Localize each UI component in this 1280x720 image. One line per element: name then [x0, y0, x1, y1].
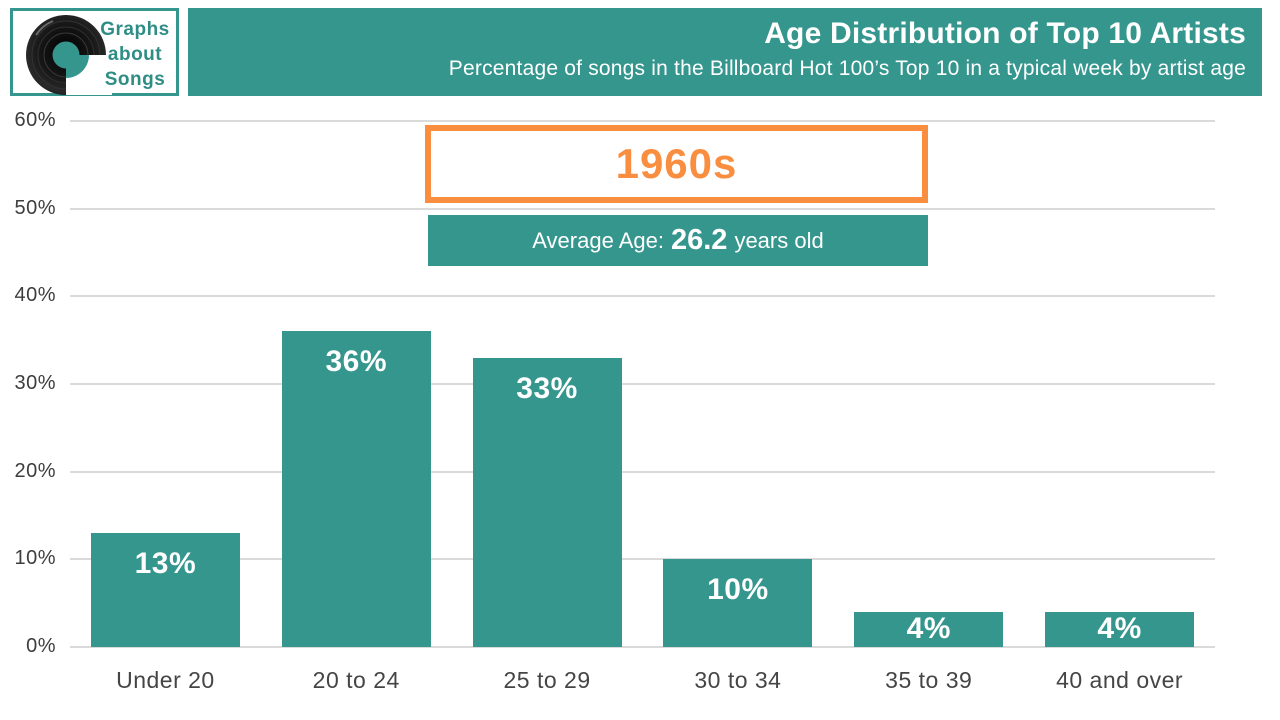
bar-value-label: 33%: [516, 371, 578, 405]
vinyl-record-icon: [26, 15, 112, 95]
x-tick-label: 20 to 24: [312, 667, 400, 693]
decade-callout-box: 1960s: [425, 125, 928, 203]
bar: 33%: [472, 357, 622, 647]
bar-value-label: 13%: [134, 547, 197, 581]
logo-box: Graphs about Songs: [10, 8, 179, 96]
average-age-prefix: Average Age:: [532, 227, 664, 253]
bar-value-label: 36%: [325, 345, 388, 379]
y-tick-label: 30%: [14, 371, 56, 394]
average-age-box: Average Age: 26.2 years old: [428, 215, 928, 266]
bar-value-label: 10%: [707, 573, 769, 607]
bar: 36%: [281, 331, 431, 647]
y-tick-label: 10%: [14, 547, 56, 570]
bar-value-label: 4%: [1097, 612, 1142, 646]
gridline: [70, 646, 1215, 648]
y-tick-label: 40%: [14, 284, 56, 307]
gridline: [70, 119, 1215, 122]
y-tick-label: 0%: [26, 635, 56, 657]
decade-label: 1960s: [615, 140, 738, 187]
logo-line-1: Graphs: [100, 19, 170, 40]
x-tick-label: Under 20: [116, 667, 215, 693]
gridline: [70, 295, 1215, 298]
y-tick-label: 20%: [14, 459, 56, 482]
logo-line-2: about: [107, 44, 163, 65]
average-age-suffix: years old: [734, 227, 824, 253]
bar: 10%: [663, 559, 813, 647]
logo-line-3: Songs: [104, 69, 166, 90]
gridline: [70, 382, 1215, 385]
x-tick-label: 25 to 29: [503, 667, 591, 693]
bar: 4%: [1045, 611, 1195, 647]
bar: 4%: [854, 611, 1004, 647]
bar-value-label: 4%: [906, 612, 951, 646]
logo-wordmark: Graphs about Songs: [98, 17, 172, 92]
y-tick-label: 60%: [14, 108, 56, 131]
gridline: [70, 207, 1215, 210]
x-tick-label: 40 and over: [1056, 667, 1184, 693]
chart-subtitle: Percentage of songs in the Billboard Hot…: [448, 57, 1246, 80]
bar: 13%: [90, 533, 240, 647]
gridline: [70, 558, 1215, 561]
x-tick-label: 30 to 34: [694, 667, 782, 693]
y-tick-label: 50%: [14, 196, 56, 219]
chart-title: Age Distribution of Top 10 Artists: [764, 17, 1246, 50]
x-tick-label: 35 to 39: [885, 667, 973, 693]
average-age-value: 26.2: [670, 224, 728, 256]
header-banner: Age Distribution of Top 10 Artists Perce…: [188, 8, 1262, 96]
gridline: [70, 470, 1215, 473]
